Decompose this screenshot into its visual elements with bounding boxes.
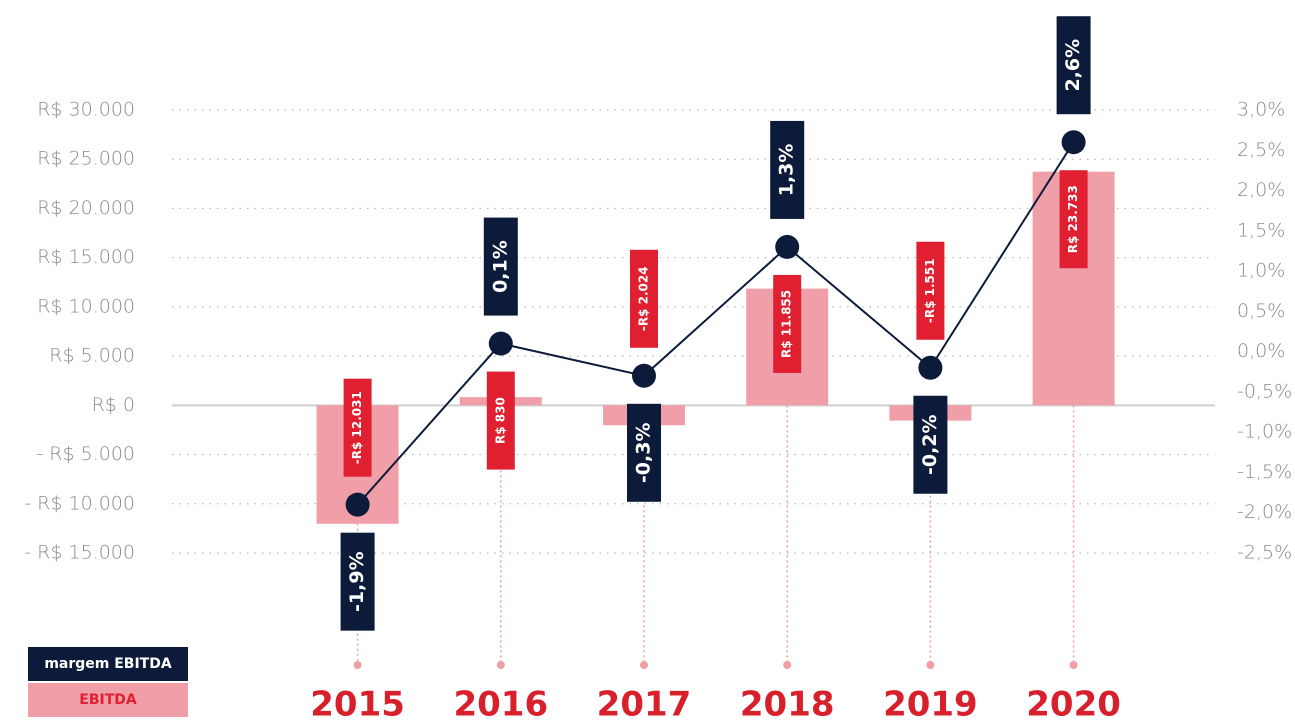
y-tick-label: - R$ 5.000: [36, 443, 135, 465]
margin-label: 2,6%: [1062, 39, 1084, 92]
y-tick-label: R$ 5.000: [49, 345, 135, 367]
margin-label-box: [770, 120, 805, 219]
ebitda-label-box: [630, 249, 658, 348]
y2-tick-label: 2,0%: [1237, 179, 1285, 201]
legend-swatch: [28, 683, 188, 717]
y-tick-label: R$ 10.000: [37, 295, 135, 317]
margin-label: -0,3%: [633, 423, 655, 484]
legend-swatch: [28, 647, 188, 681]
y-tick-label: R$ 25.000: [37, 148, 135, 170]
y-tick-label: R$ 0: [92, 394, 135, 416]
y-tick-label: R$ 30.000: [37, 99, 135, 121]
margin-label-box: [340, 532, 375, 631]
x-tick-label: 2019: [883, 685, 978, 723]
y2-tick-label: -1,0%: [1237, 421, 1292, 443]
margin-label-box: [1056, 16, 1091, 115]
legend-label: margem EBITDA: [44, 656, 172, 672]
y-tick-label: R$ 20.000: [37, 197, 135, 219]
y2-tick-label: 1,5%: [1237, 219, 1285, 241]
ebitda-label: -R$ 2.024: [637, 266, 651, 331]
y2-tick-label: -2,0%: [1237, 501, 1292, 523]
drop-dot: [783, 661, 792, 669]
margin-label: 0,1%: [489, 240, 511, 293]
margin-label: -0,2%: [919, 414, 941, 475]
line-point: [918, 355, 943, 380]
y2-tick-label: 0,5%: [1237, 300, 1285, 322]
margin-label-box: [483, 217, 518, 316]
margin-label: 1,3%: [776, 144, 798, 197]
drop-dot: [640, 661, 648, 669]
ebitda-label-box: [1059, 170, 1088, 269]
y2-tick-label: 3,0%: [1237, 99, 1285, 121]
line-point: [345, 492, 370, 517]
ebitda-label: R$ 830: [493, 397, 507, 444]
y-tick-label: - R$ 10.000: [24, 492, 135, 514]
margin-label-box: [627, 403, 661, 502]
ebitda-label-box: [773, 274, 802, 373]
ebitda-label-box: [916, 241, 945, 340]
margin-label: -1,9%: [346, 551, 368, 612]
ebitda-label-box: [343, 378, 372, 477]
x-tick-label: 2018: [740, 685, 835, 723]
x-tick-label: 2017: [597, 685, 692, 723]
y2-tick-label: 2,5%: [1237, 139, 1285, 161]
ebitda-label: R$ 11.855: [780, 290, 794, 358]
drop-dot: [496, 661, 505, 669]
ebitda-label: R$ 23.733: [1066, 185, 1080, 253]
y2-tick-label: 1,0%: [1237, 260, 1285, 282]
y2-tick-label: 0,0%: [1237, 340, 1285, 362]
drop-dot: [926, 661, 935, 669]
x-tick-label: 2020: [1026, 685, 1121, 723]
drop-dot: [1069, 661, 1078, 669]
y2-tick-label: -0,5%: [1237, 380, 1292, 402]
x-tick-label: 2016: [453, 685, 548, 723]
y2-tick-label: -2,5%: [1237, 542, 1292, 564]
y-tick-label: R$ 15.000: [37, 246, 135, 268]
line: [356, 141, 1075, 506]
line-point: [632, 363, 656, 388]
ebitda-label: -R$ 12.031: [350, 391, 364, 464]
margin-label-box: [913, 395, 948, 494]
line-point: [1061, 130, 1086, 155]
line-point: [775, 234, 800, 259]
x-tick-label: 2015: [310, 685, 405, 723]
ebitda-label: -R$ 1.551: [923, 258, 937, 323]
ebitda-label-box: [486, 371, 515, 470]
line-point: [488, 331, 513, 356]
y2-tick-label: -1,5%: [1237, 461, 1292, 483]
y-tick-label: - R$ 15.000: [24, 542, 135, 564]
drop-dot: [353, 661, 362, 669]
legend-label: EBITDA: [79, 692, 137, 708]
